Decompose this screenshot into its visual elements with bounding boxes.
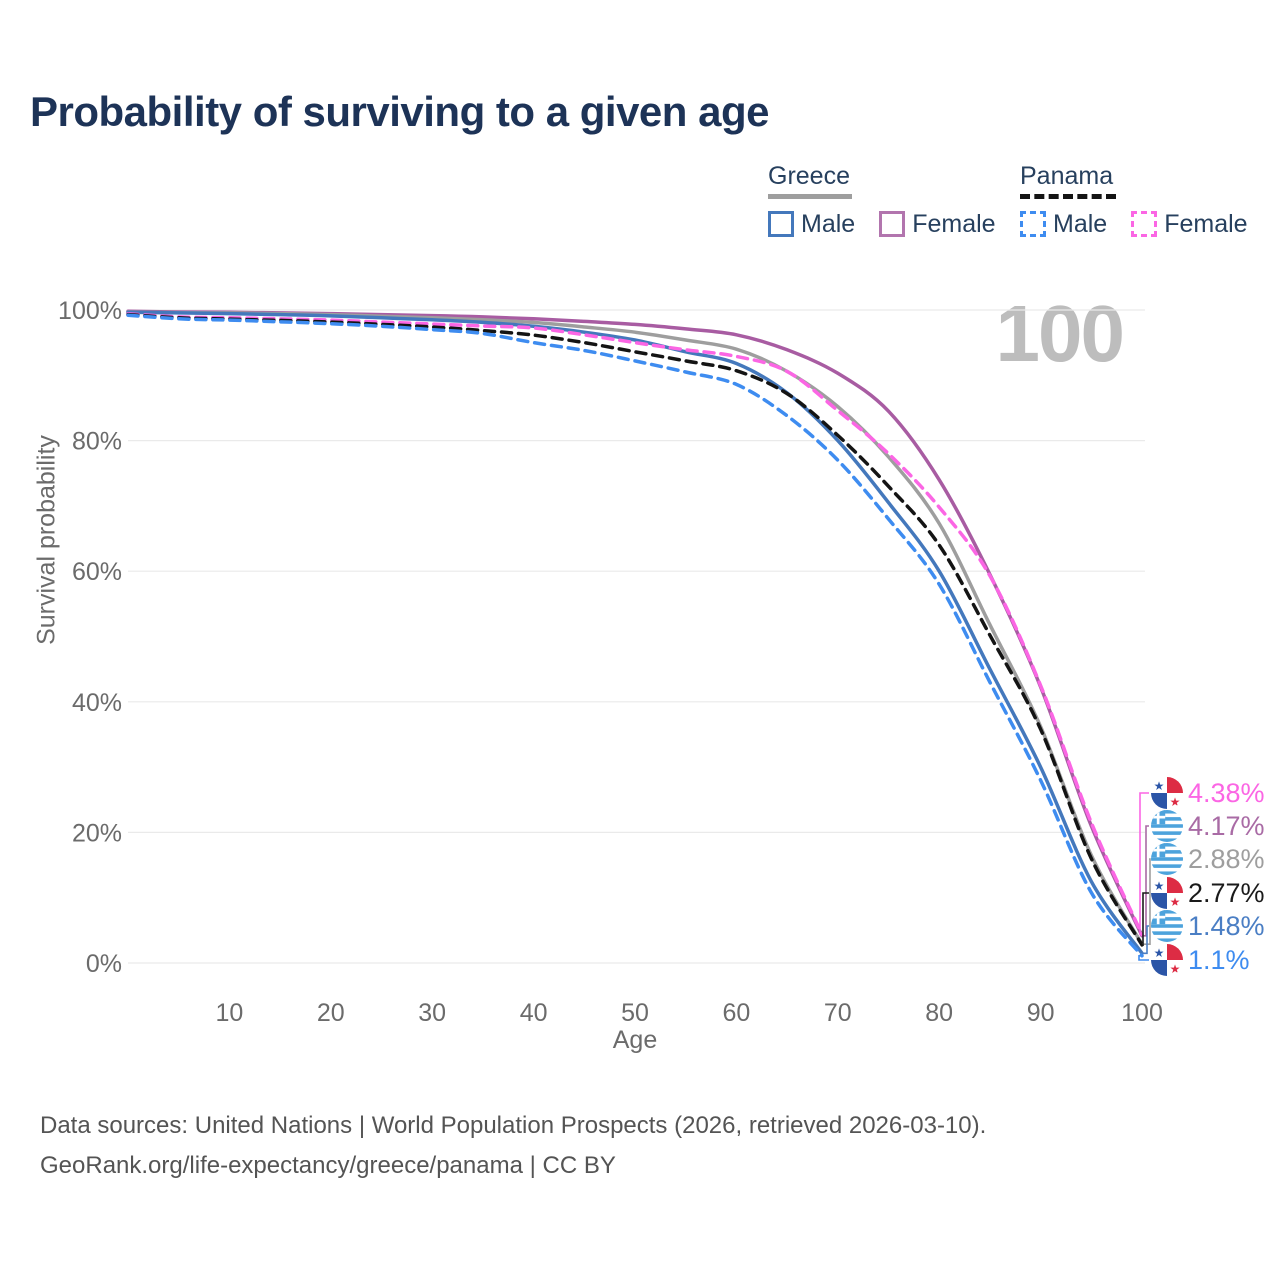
x-tick-label: 100 [1121,999,1163,1027]
legend-item-greece-male[interactable]: Male [768,210,855,239]
x-tick-label: 30 [418,999,446,1027]
legend-row-greece: Male Female [768,210,996,239]
y-tick-label: 20% [72,819,122,847]
legend-row-panama: Male Female [1020,210,1248,239]
age-counter: 100 [995,289,1125,378]
end-label-panama-male: 1.1% [1188,945,1250,975]
end-label-panama: 2.77% [1188,878,1265,908]
line-panama [126,312,1144,947]
legend-group-panama: Panama Male Female [1020,162,1248,239]
x-tick-label: 20 [317,999,345,1027]
y-tick-label: 80% [72,428,122,456]
line-greece [126,310,1144,946]
panama-male-swatch-icon [1020,211,1046,237]
panama-line-style-swatch-icon [1020,193,1116,199]
end-label-leader-panama-female [1139,792,1149,936]
legend-label-panama-female: Female [1164,209,1248,238]
end-label-panama-female: 4.38% [1188,778,1265,808]
greece-flag-icon [1151,910,1183,942]
y-tick-label: 60% [72,558,122,586]
x-tick-label: 80 [925,999,953,1027]
end-label-leader-panama-male [1138,954,1149,961]
line-panama-female [126,312,1144,937]
end-label-leader-greece [1142,858,1151,946]
legend-group-greece: Greece Male Female [768,162,996,239]
page-title: Probability of surviving to a given age [30,88,769,135]
x-tick-label: 70 [824,999,852,1027]
end-label-greece-male: 1.48% [1188,911,1265,941]
legend-item-panama-female[interactable]: Female [1131,209,1248,239]
greece-female-swatch-icon [879,211,906,237]
panama-flag-icon [1151,877,1183,909]
line-panama-male [126,313,1144,958]
y-tick-label: 40% [72,689,122,717]
legend-country-greece: Greece [768,162,850,190]
greece-line-style-swatch-icon [768,193,852,199]
legend-country-panama: Panama [1020,162,1114,190]
greece-flag-icon [1151,810,1183,842]
end-label-leader-panama [1142,892,1149,946]
x-tick-label: 90 [1027,999,1055,1027]
x-tick-label: 40 [520,999,548,1027]
panama-flag-icon [1151,777,1183,809]
end-label-leader-greece-male [1142,925,1149,955]
x-tick-label: 50 [621,999,649,1027]
legend-item-greece-female[interactable]: Female [879,209,996,239]
footer-data-sources: Data sources: United Nations | World Pop… [40,1112,987,1139]
legend-label-panama-male: Male [1053,209,1108,238]
x-axis-title: Age [612,1026,658,1054]
line-greece-male [126,310,1144,956]
greece-flag-icon [1151,843,1183,875]
y-tick-label: 0% [86,950,122,978]
footer: Data sources: United Nations | World Pop… [40,1106,986,1186]
footer-attribution: GeoRank.org/life-expectancy/greece/panam… [40,1152,616,1179]
x-tick-label: 10 [215,999,243,1027]
x-tick-label: 60 [722,999,750,1027]
greece-male-swatch-icon [768,211,794,237]
panama-female-swatch-icon [1131,211,1158,237]
y-tick-label: 100% [58,297,122,325]
panama-flag-icon [1151,944,1183,976]
end-label-greece-female: 4.17% [1188,811,1265,841]
legend-label-greece-male: Male [801,209,856,238]
end-label-leader-greece-female [1142,825,1149,937]
end-label-greece: 2.88% [1188,844,1265,874]
legend-item-panama-male[interactable]: Male [1020,210,1107,239]
legend-label-greece-female: Female [912,209,996,238]
